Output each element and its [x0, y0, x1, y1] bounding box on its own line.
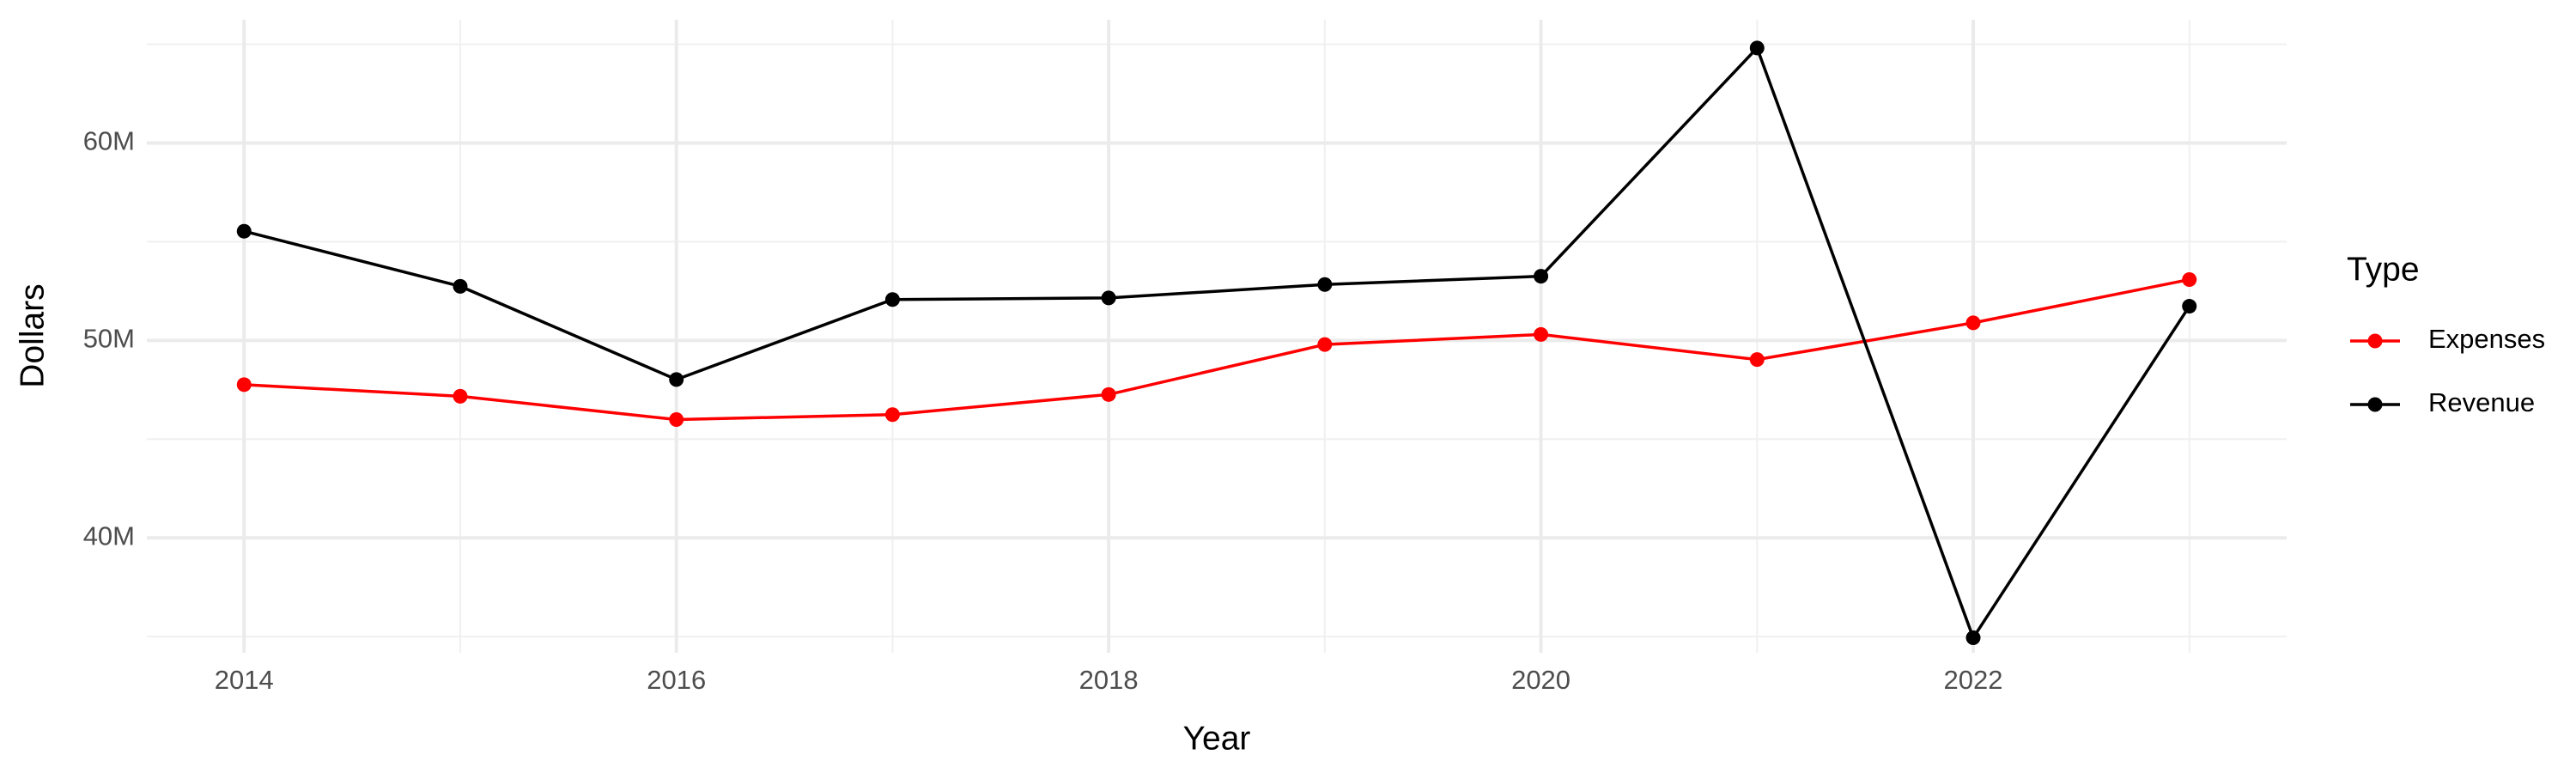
- data-point: [453, 278, 468, 294]
- legend-key-point: [2367, 333, 2383, 349]
- y-tick-label: 40M: [83, 520, 135, 551]
- data-point: [1965, 630, 1981, 646]
- data-point: [1749, 352, 1765, 368]
- data-point: [884, 292, 900, 307]
- legend-label: Expenses: [2428, 324, 2545, 354]
- legend-key-point: [2367, 397, 2383, 412]
- x-tick-label: 2022: [1944, 665, 2003, 695]
- data-point: [236, 223, 252, 239]
- data-point: [1534, 326, 1549, 342]
- data-point: [884, 407, 900, 423]
- data-point: [1965, 315, 1981, 331]
- data-point: [1534, 269, 1549, 284]
- legend-title: Type: [2347, 251, 2420, 288]
- y-tick-label: 60M: [83, 126, 135, 156]
- x-tick-label: 2020: [1511, 665, 1571, 695]
- data-point: [2182, 299, 2197, 314]
- data-point: [1101, 386, 1116, 402]
- data-point: [1749, 40, 1765, 56]
- data-point: [669, 372, 684, 387]
- y-tick-label: 50M: [83, 324, 135, 354]
- data-point: [453, 388, 468, 404]
- x-tick-label: 2014: [215, 665, 274, 695]
- x-tick-label: 2018: [1079, 665, 1139, 695]
- series-line: [243, 45, 2191, 642]
- x-tick-label: 2016: [647, 665, 706, 695]
- legend-label: Revenue: [2428, 387, 2535, 417]
- data-point: [1317, 337, 1333, 352]
- x-axis-title: Year: [1183, 720, 1251, 757]
- data-point: [1101, 290, 1116, 306]
- series-line: [244, 277, 2190, 422]
- y-axis-title: Dollars: [14, 283, 51, 387]
- data-point: [1317, 277, 1333, 292]
- data-point: [236, 377, 252, 393]
- data-point: [2182, 272, 2197, 288]
- data-point: [669, 412, 684, 428]
